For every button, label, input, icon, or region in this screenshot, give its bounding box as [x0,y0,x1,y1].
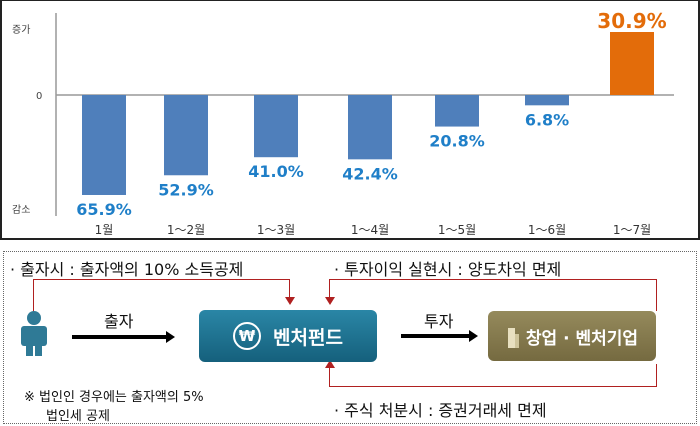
flow-line [289,279,290,301]
bar [435,95,479,127]
data-label: 65.9% [76,200,132,219]
bar [525,95,569,106]
bar [254,95,298,158]
top-right-note: · 투자이익 실현시 : 양도차익 면제 [334,260,562,279]
venture-fund-diagram: · 출자시 : 출자액의 10% 소득공제 · 투자이익 실현시 : 양도차익 … [3,251,697,424]
data-label: 41.0% [248,162,304,181]
footnote-line2: 법인세 공제 [46,409,110,424]
arrow-head-icon [469,330,478,342]
arrow-head-icon [325,360,335,368]
x-tick-label: 1～7월 [613,223,651,237]
y-tick-top: 증가 [12,24,30,36]
arrow-head-icon [325,297,335,305]
bar [164,95,208,176]
arrow1-label: 출자 [104,312,134,331]
venture-company-box: 창업 · 벤처기업 [488,311,656,361]
flow-line [656,364,657,386]
bar-chart: 증가 0 감소 65.9% 1월 52.9% 1～2월 41.0% 1～3월 42.4% 1～… [12,9,674,237]
won-cycle-icon: ₩ [233,322,262,350]
data-label: 6.8% [525,110,569,129]
venture-box-label: 창업 · 벤처기업 [525,328,639,349]
x-tick-label: 1～5월 [438,223,476,237]
x-tick-label: 1월 [95,223,114,237]
person-icon [21,311,47,356]
y-tick-bottom: 감소 [12,204,30,216]
flow-line [329,279,657,280]
data-label: 52.9% [158,180,214,199]
arrow2-label: 투자 [424,312,454,331]
invest-arrow [72,335,168,339]
arrow-head-icon [166,331,175,343]
flow-line [33,279,34,315]
y-tick-zero: 0 [36,91,42,102]
venture-fund-box: ₩ 벤처펀드 [199,310,377,362]
x-tick-label: 1～3월 [257,223,295,237]
data-label: 20.8% [429,132,485,151]
flow-line [329,386,657,387]
top-left-note: · 출자시 : 출자액의 10% 소득공제 [10,260,244,279]
flow-line [656,279,657,311]
footnote-line1: ※ 법인인 경우에는 출자액의 5% [24,390,204,405]
bar [82,95,126,195]
data-label: 42.4% [342,164,398,183]
flow-line [329,367,330,387]
x-tick-label: 1～6월 [528,223,566,237]
data-label: 30.9% [597,9,666,33]
flow-line [33,279,290,280]
bar [348,95,392,160]
invest-arrow [401,334,471,338]
flow-line [329,279,330,301]
bar-chart-panel: 증가 0 감소 65.9% 1월 52.9% 1～2월 41.0% 1～3월 42.4% 1～… [0,0,700,240]
bottom-right-note: · 주식 처분시 : 증권거래세 면제 [334,401,547,420]
bar [610,32,654,95]
fund-box-label: 벤처펀드 [273,326,343,349]
x-tick-label: 1～2월 [167,223,205,237]
arrow-head-icon [285,297,295,305]
building-icon [507,328,519,348]
x-tick-label: 1～4월 [351,223,389,237]
